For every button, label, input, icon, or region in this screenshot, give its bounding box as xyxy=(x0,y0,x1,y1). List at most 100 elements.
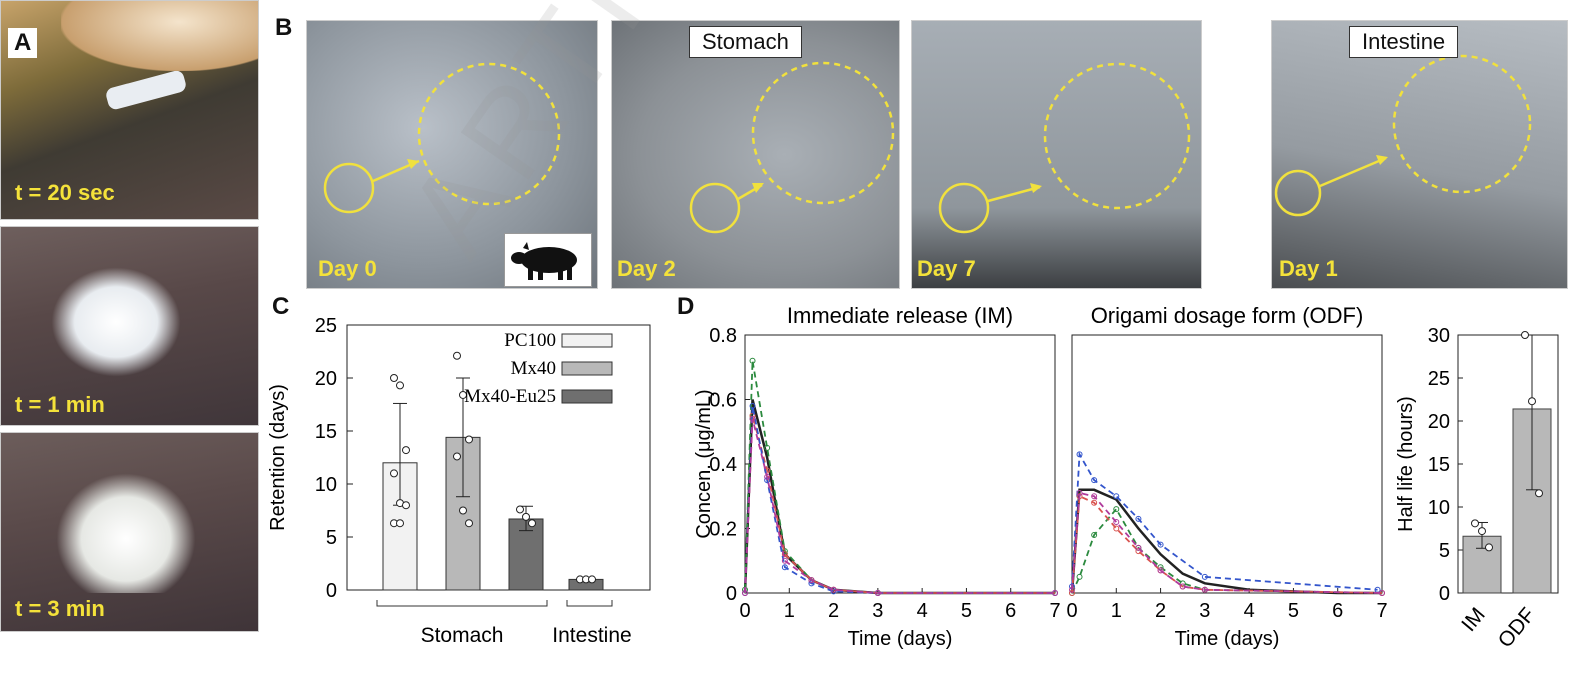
y-tick-label: 5 xyxy=(1439,540,1450,562)
origami-device-shape xyxy=(51,267,181,377)
x-axis-label: Time (days) xyxy=(1175,628,1280,650)
xray-annotation xyxy=(689,61,895,234)
data-point xyxy=(465,435,473,444)
data-point xyxy=(1135,515,1142,522)
panel-letter-a: A xyxy=(8,28,38,58)
y-tick-label: 20 xyxy=(315,368,337,390)
xray-annotation xyxy=(938,62,1191,234)
y-tick-label: 10 xyxy=(315,474,337,496)
y-tick-label: 20 xyxy=(1428,411,1450,433)
data-point xyxy=(1113,519,1120,526)
legend-swatch xyxy=(561,361,613,376)
data-point xyxy=(1485,543,1493,552)
x-tick-label: 7 xyxy=(1049,600,1060,622)
y-tick-label: 10 xyxy=(1428,497,1450,519)
xray-image-intestine-day1 xyxy=(1271,20,1568,289)
group-label: Intestine xyxy=(552,624,631,647)
data-point xyxy=(1179,583,1186,590)
data-point xyxy=(1201,573,1208,580)
data-point xyxy=(1157,541,1164,548)
data-point xyxy=(830,586,837,593)
endoscopy-frame-3 xyxy=(0,432,259,632)
data-point xyxy=(402,501,410,510)
x-tick-label: 5 xyxy=(1288,600,1299,622)
data-point xyxy=(1069,586,1075,593)
y-tick-label: 0 xyxy=(726,583,737,605)
data-point xyxy=(516,505,524,514)
x-tick-label: 4 xyxy=(1244,600,1255,622)
data-point xyxy=(402,446,410,455)
data-point xyxy=(522,512,530,521)
data-point xyxy=(390,374,398,382)
data-point xyxy=(528,519,536,528)
data-point xyxy=(1091,499,1098,506)
data-point xyxy=(1052,590,1058,596)
x-tick-label: 1 xyxy=(1111,600,1122,622)
retention-chart: 0 5 10 15 20 25 Retention (days) PC100 Mx40 Mx40-… xyxy=(267,315,651,647)
data-point xyxy=(781,564,788,571)
plot-frame xyxy=(346,324,651,591)
data-point xyxy=(764,444,771,451)
data-point xyxy=(742,590,748,596)
origami-device-shape xyxy=(56,473,196,593)
group-bracket xyxy=(566,600,613,607)
x-tick-label: ODF xyxy=(1494,603,1540,652)
y-tick-label: 0.4 xyxy=(709,454,737,476)
series-line xyxy=(1071,491,1383,594)
tissue-shape xyxy=(61,1,258,71)
series-line xyxy=(743,399,1055,595)
xray-image-day7 xyxy=(911,20,1202,289)
y-axis-label: Retention (days) xyxy=(267,384,289,531)
data-point xyxy=(1528,397,1536,406)
data-point xyxy=(1157,567,1164,574)
y-tick-label: 0 xyxy=(326,580,337,602)
data-point xyxy=(1091,493,1098,500)
pharmacokinetics-chart: Immediate release (IM) 0 1 2 3 4 5 6 7 Time (days… xyxy=(693,303,1559,652)
xray-day-label: Day 2 xyxy=(617,256,676,281)
y-tick-label: 15 xyxy=(1428,454,1450,476)
frame-time-label: t = 3 min xyxy=(15,596,105,621)
y-tick-label: 25 xyxy=(1428,368,1450,390)
y-axis-label: Concen. (μg/mL) xyxy=(693,389,715,538)
data-point xyxy=(1076,451,1083,458)
x-tick-label: 0 xyxy=(1066,600,1077,622)
panel-letter-c: C xyxy=(272,293,290,320)
y-tick-label: 0.8 xyxy=(709,325,737,347)
y-tick-label: 0 xyxy=(1439,583,1450,605)
data-point xyxy=(1521,331,1529,339)
x-tick-label: 6 xyxy=(1005,600,1016,622)
data-point xyxy=(1471,519,1479,528)
xray-day-label: Day 7 xyxy=(917,256,976,281)
data-point xyxy=(459,390,467,399)
xray-annotation xyxy=(323,62,561,214)
data-point xyxy=(749,357,756,364)
x-tick-label: 7 xyxy=(1376,600,1387,622)
data-point xyxy=(781,551,788,558)
x-tick-label: 3 xyxy=(1199,600,1210,622)
data-point xyxy=(1379,590,1385,596)
series-line xyxy=(744,415,1055,594)
data-point xyxy=(453,452,461,461)
xray-day-label: Day 1 xyxy=(1279,256,1338,281)
data-point xyxy=(459,506,467,515)
data-point xyxy=(396,381,404,390)
legend-label: PC100 xyxy=(504,330,556,351)
y-tick-label: 0.6 xyxy=(709,390,737,412)
data-point xyxy=(1113,506,1120,513)
xray-day-label: Day 0 xyxy=(318,256,377,281)
data-point xyxy=(1535,489,1543,498)
y-tick-label: 0.2 xyxy=(709,519,737,541)
frame-time-label: t = 1 min xyxy=(15,392,105,417)
endoscopy-frame-2 xyxy=(0,226,259,426)
capsule-shape xyxy=(104,69,188,111)
data-point xyxy=(453,351,461,360)
x-tick-label: 2 xyxy=(828,600,839,622)
y-tick-label: 15 xyxy=(315,421,337,443)
x-tick-label: 4 xyxy=(917,600,928,622)
x-tick-label: IM xyxy=(1457,603,1490,636)
series-line xyxy=(744,405,1055,594)
group-bracket xyxy=(376,600,548,607)
data-point xyxy=(1113,525,1120,532)
series-line xyxy=(1070,488,1382,595)
x-tick-label: 6 xyxy=(1332,600,1343,622)
